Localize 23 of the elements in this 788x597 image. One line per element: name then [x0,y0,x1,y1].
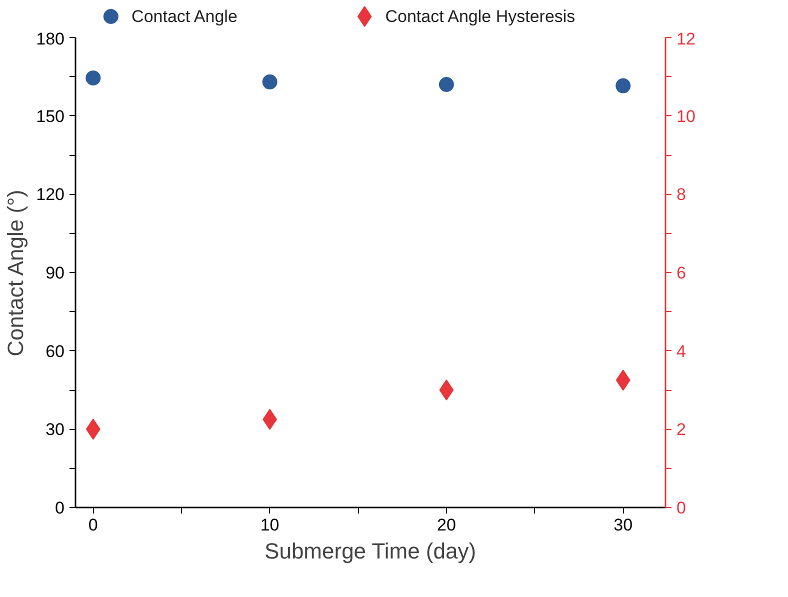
y2-tick-label: 8 [676,185,686,204]
legend-label: Contact Angle Hysteresis [385,7,576,26]
y2-tick-label: 4 [676,342,686,361]
x-tick-label: 10 [260,516,280,534]
y-tick-label: 0 [55,498,65,518]
y-axis-title: Contact Angle (°) [3,190,28,356]
y-tick-label: 180 [36,30,65,48]
y2-tick-label: 2 [676,420,686,440]
y2-tick-label: 0 [676,498,686,518]
y-tick-label: 120 [36,185,65,204]
y-tick-label: 60 [46,342,65,361]
y2-tick-label: 10 [676,106,696,126]
x-tick-label: 0 [88,516,98,534]
legend-label: Contact Angle [132,7,238,26]
y-tick-label: 30 [46,420,65,440]
x-tick-label: 20 [437,516,456,534]
x-tick-label: 30 [614,516,633,534]
point [439,380,454,400]
y-tick-label: 90 [46,264,65,282]
y2-tick-label: 6 [676,264,686,282]
x-axis-title: Submerge Time (day) [264,538,476,564]
y-tick-label: 150 [36,106,65,126]
y2-tick-label: 12 [676,30,696,48]
